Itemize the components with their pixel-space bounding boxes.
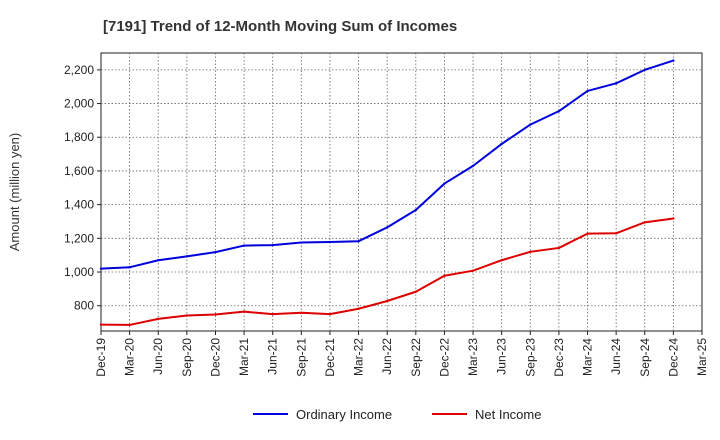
x-tick-label: Dec-22 — [437, 338, 451, 377]
data-point — [471, 269, 475, 272]
data-point — [672, 59, 675, 62]
data-point — [414, 290, 418, 293]
data-point — [557, 109, 561, 113]
x-tick-label: Dec-20 — [208, 338, 222, 377]
x-tick-label: Jun-20 — [151, 338, 165, 375]
x-tick-label: Dec-21 — [323, 338, 337, 377]
data-point — [214, 250, 217, 254]
y-tick-label: 1,400 — [64, 198, 94, 212]
data-point — [471, 164, 475, 168]
y-tick-label: 1,000 — [64, 265, 94, 279]
x-tick-label: Jun-23 — [495, 338, 509, 375]
x-tick-label: Mar-20 — [123, 338, 137, 376]
data-point — [300, 241, 303, 244]
data-point — [672, 217, 675, 220]
data-point — [500, 259, 503, 262]
chart-title: [7191] Trend of 12-Month Moving Sum of I… — [103, 18, 457, 35]
y-axis-ticks: 800 1,000 1,200 1,400 1,600 1,800 2,000 2,200 — [64, 63, 101, 313]
y-tick-label: 1,800 — [64, 130, 94, 144]
data-point — [500, 142, 503, 146]
data-point — [128, 266, 131, 269]
data-point — [242, 244, 246, 247]
data-point — [586, 89, 589, 93]
data-point — [271, 243, 274, 247]
x-tick-label: Sep-20 — [180, 338, 194, 377]
y-tick-label: 2,200 — [64, 63, 94, 77]
data-point — [614, 82, 618, 85]
legend-label: Net Income — [475, 407, 541, 422]
data-point — [128, 323, 131, 327]
data-point — [271, 312, 274, 316]
x-tick-label: Sep-21 — [294, 338, 308, 377]
x-tick-label: Sep-23 — [523, 338, 537, 377]
data-point — [443, 274, 446, 277]
data-point — [557, 246, 561, 250]
x-tick-label: Jun-22 — [380, 338, 394, 375]
x-tick-label: Dec-24 — [666, 338, 680, 377]
data-point — [586, 232, 589, 235]
x-tick-label: Jun-21 — [266, 338, 280, 375]
x-tick-label: Mar-25 — [695, 338, 709, 376]
data-point — [328, 312, 332, 316]
data-point — [214, 313, 217, 316]
legend: Ordinary Income Net Income — [253, 407, 541, 422]
data-point — [414, 208, 418, 212]
x-tick-label: Dec-23 — [552, 338, 566, 377]
series-lines — [99, 59, 675, 327]
legend-label: Ordinary Income — [296, 407, 392, 422]
x-tick-label: Mar-22 — [352, 338, 366, 376]
data-point — [357, 307, 360, 310]
y-tick-label: 800 — [74, 299, 94, 313]
grid-lines — [101, 53, 702, 331]
x-tick-label: Dec-19 — [94, 338, 108, 377]
y-tick-label: 2,000 — [64, 97, 94, 111]
data-point — [185, 255, 189, 258]
data-point — [614, 232, 618, 235]
data-point — [529, 250, 532, 254]
data-point — [643, 68, 646, 72]
data-point — [643, 221, 646, 224]
data-point — [242, 310, 246, 313]
data-point — [157, 317, 160, 321]
data-point — [328, 240, 332, 244]
x-tick-label: Mar-23 — [466, 338, 480, 376]
x-tick-label: Mar-24 — [581, 338, 595, 376]
y-axis-label: Amount (million yen) — [7, 133, 22, 252]
x-tick-label: Sep-22 — [409, 338, 423, 377]
data-point — [99, 323, 103, 326]
data-point — [385, 226, 389, 229]
data-point — [300, 311, 303, 315]
x-tick-label: Sep-24 — [638, 338, 652, 377]
data-point — [157, 259, 160, 262]
x-tick-label: Mar-21 — [237, 338, 251, 376]
data-point — [529, 123, 532, 126]
y-tick-label: 1,200 — [64, 231, 94, 245]
x-tick-label: Jun-24 — [609, 338, 623, 375]
data-point — [385, 299, 389, 303]
x-axis-ticks: Dec-19 Mar-20 Jun-20 Sep-20 Dec-20 Mar-21 Jun-… — [94, 331, 709, 377]
plot-frame — [100, 52, 703, 332]
data-point — [357, 239, 360, 243]
data-point — [185, 314, 189, 317]
y-tick-label: 1,600 — [64, 164, 94, 178]
data-point — [99, 267, 103, 270]
data-point — [443, 182, 446, 185]
